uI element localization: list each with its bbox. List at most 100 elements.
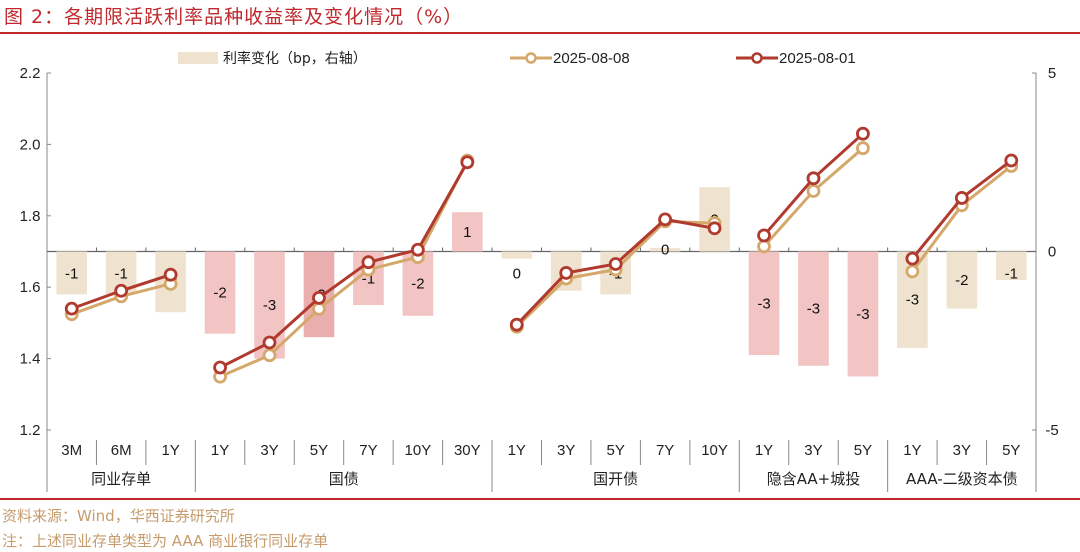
data-point-marker-icon [312,291,326,305]
data-point-marker-icon [757,228,771,243]
data-point-marker-icon [410,242,425,257]
bar-value-label: 0 [513,266,521,283]
legend-bar-swatch [178,52,218,64]
x-tick-label: 3Y [804,442,822,459]
yield-lines [64,126,1019,384]
x-axis-labels: 3M 6M 1Y 1Y 3Y 5Y 7Y 10Y 30Y 1Y 3Y 5Y 7Y 10Y 1Y 3Y 5Y 1Y 3… [61,440,1020,492]
change-bar [204,251,236,334]
data-point-marker-icon [460,155,475,170]
y-tick-label: 1.6 [20,279,41,296]
x-tick-label: 7Y [656,442,674,459]
x-tick-label: 5Y [854,442,872,459]
x-tick-label: 3Y [260,442,278,459]
x-tick-label: 30Y [454,442,481,459]
bar-value-label: -1 [65,266,78,283]
bar-value-label: -2 [213,285,226,302]
legend-series2-label: 2025-08-01 [779,50,856,67]
x-tick-label: 3M [61,442,82,459]
change-bar [946,251,978,309]
data-point-marker-icon [262,348,277,363]
y-tick-label: 2.2 [20,65,41,82]
data-point-marker-icon [856,126,870,141]
axes: 1.2 1.4 1.6 1.8 2.0 2.2 -5 0 5 [20,65,1059,492]
x-tick-label: 3Y [953,442,971,459]
change-bar [649,247,681,252]
change-bar [56,251,88,295]
bar-value-label: -2 [411,276,424,293]
data-point-marker-icon [856,141,870,156]
group-label: 隐含AA+城投 [767,470,861,488]
data-point-marker-icon [1004,153,1019,168]
x-tick-label: 5Y [606,442,624,459]
change-bar [748,251,780,356]
data-point-marker-icon [806,171,821,186]
change-bar [451,212,483,252]
x-tick-label: 1Y [508,442,526,459]
yield-chart: 利率变化（bp，右轴） 2025-08-08 2025-08-01 1.2 1.4… [20,50,1059,492]
legend-series1-label: 2025-08-08 [553,50,630,67]
x-tick-label: 1Y [903,442,921,459]
bar-value-label: 1 [463,224,471,241]
group-label: 同业存单 [91,470,151,488]
y-tick-label: 1.8 [20,208,41,225]
x-tick-label: 6M [111,442,132,459]
data-point-marker-icon [757,239,771,254]
data-point-marker-icon [658,212,673,227]
y2-tick-label: 5 [1048,65,1056,82]
change-bar [798,251,829,366]
footnote: 注：上述同业存单类型为 AAA 商业银行同业存单 [2,532,329,550]
data-point-marker-icon [559,266,574,280]
x-tick-label: 5Y [310,442,328,459]
bar-value-label: -3 [263,297,276,314]
change-bars: -1-1-2-2-3-2-1-210-1-102-3-3-3-3-2-1 [56,187,1027,377]
data-point-marker-icon [509,317,524,332]
data-point-marker-icon [608,257,623,271]
change-bar [995,251,1027,281]
data-point-marker-icon [114,283,129,298]
group-label: 国开债 [593,470,638,488]
x-tick-label: 5Y [1002,442,1020,459]
series-line [219,161,469,369]
bar-value-label: -3 [906,292,919,309]
data-point-marker-icon [905,264,920,279]
series-line [219,159,469,379]
bar-value-label: -3 [856,306,869,323]
y2-tick-label: 0 [1048,244,1056,261]
data-point-marker-icon [954,191,969,205]
bar-value-label: 0 [661,242,669,259]
legend-series2-marker-icon [751,52,763,64]
data-point-marker-icon [262,335,277,350]
x-tick-label: 3Y [557,442,575,459]
change-bar [501,251,533,259]
bar-value-label: -1 [1005,266,1018,283]
x-tick-label: 1Y [161,442,179,459]
y-tick-label: 1.4 [20,351,41,368]
legend: 利率变化（bp，右轴） 2025-08-08 2025-08-01 [178,50,856,67]
x-tick-label: 1Y [211,442,229,459]
y-tick-label: 2.0 [20,136,41,153]
bar-value-label: -1 [115,266,128,283]
data-point-marker-icon [312,301,326,316]
x-tick-label: 10Y [405,442,432,459]
group-label: AAA-二级资本债 [906,470,1018,488]
change-bar [847,251,879,377]
legend-series1-marker-icon [525,52,537,64]
top-divider [0,32,1080,34]
y2-tick-label: -5 [1045,422,1058,439]
y-tick-label: 1.2 [20,422,41,439]
data-point-marker-icon [905,251,920,266]
data-point-marker-icon [806,184,821,198]
data-point-marker-icon [707,221,722,236]
x-tick-label: 1Y [755,442,773,459]
group-label: 国债 [329,470,359,488]
data-point-marker-icon [64,301,79,316]
bar-value-label: -2 [955,272,968,289]
data-point-marker-icon [361,255,376,270]
source-note: 资料来源：Wind，华西证券研究所 [2,507,235,525]
bottom-divider [0,498,1080,500]
legend-bar-label: 利率变化（bp，右轴） [223,50,367,67]
data-point-marker-icon [163,267,178,282]
figure-title: 图 2：各期限活跃利率品种收益率及变化情况（%） [4,6,464,28]
bar-value-label: -3 [757,295,770,312]
data-point-marker-icon [213,360,227,375]
